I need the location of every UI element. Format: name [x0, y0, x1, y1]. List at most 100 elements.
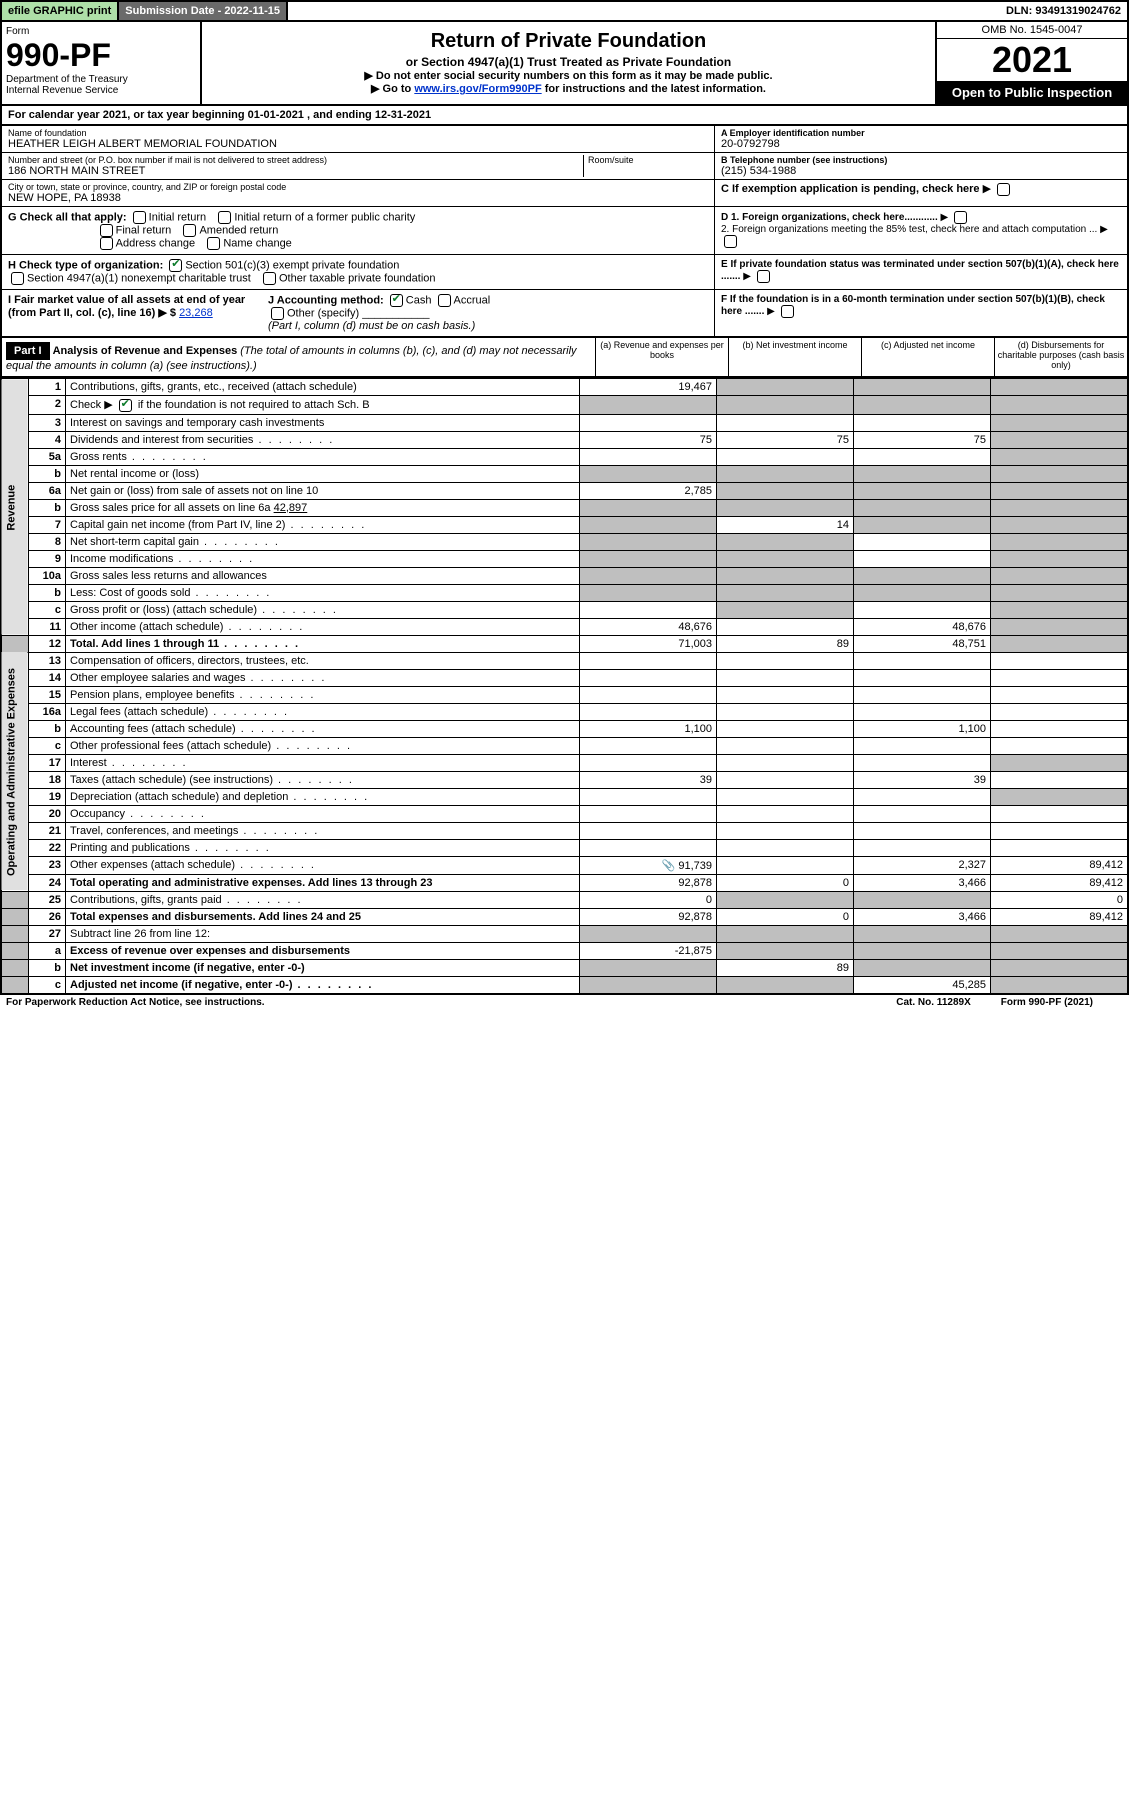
line-16b-desc: Accounting fees (attach schedule): [66, 720, 580, 737]
j-other-checkbox[interactable]: [271, 307, 284, 320]
form-ref: Form 990-PF (2021): [1001, 997, 1093, 1008]
j-accrual-checkbox[interactable]: [438, 294, 451, 307]
line-16c-desc: Other professional fees (attach schedule…: [66, 737, 580, 754]
addr-label: Number and street (or P.O. box number if…: [8, 155, 583, 165]
g-former-checkbox[interactable]: [218, 211, 231, 224]
line-10c-desc: Gross profit or (loss) (attach schedule): [66, 601, 580, 618]
line-6a-desc: Net gain or (loss) from sale of assets n…: [66, 482, 580, 499]
line-1-desc: Contributions, gifts, grants, etc., rece…: [66, 379, 580, 396]
attachment-icon[interactable]: 📎: [662, 860, 676, 872]
line-20-desc: Occupancy: [66, 805, 580, 822]
calendar-year-line: For calendar year 2021, or tax year begi…: [0, 106, 1129, 126]
line-27b-desc: Net investment income (if negative, ente…: [66, 959, 580, 976]
city-state-zip: NEW HOPE, PA 18938: [8, 192, 708, 204]
line-25-desc: Contributions, gifts, grants paid: [66, 891, 580, 908]
name-label: Name of foundation: [8, 128, 708, 138]
efile-print-button[interactable]: efile GRAPHIC print: [2, 2, 119, 20]
line-13-desc: Compensation of officers, directors, tru…: [66, 652, 580, 669]
line-4-desc: Dividends and interest from securities: [66, 431, 580, 448]
line-24-desc: Total operating and administrative expen…: [66, 874, 580, 891]
line-27-desc: Subtract line 26 from line 12:: [66, 925, 580, 942]
e-label: E If private foundation status was termi…: [721, 259, 1119, 282]
line-9-desc: Income modifications: [66, 550, 580, 567]
g-check-block: G Check all that apply: Initial return I…: [2, 207, 715, 254]
col-b-header: (b) Net investment income: [728, 338, 861, 376]
line-26-desc: Total expenses and disbursements. Add li…: [66, 908, 580, 925]
h-4947-checkbox[interactable]: [11, 272, 24, 285]
form-word: Form: [6, 26, 196, 37]
d1-checkbox[interactable]: [954, 211, 967, 224]
open-public: Open to Public Inspection: [937, 81, 1127, 104]
e-checkbox[interactable]: [757, 270, 770, 283]
dept-treasury: Department of the Treasury: [6, 74, 196, 85]
line-17-desc: Interest: [66, 754, 580, 771]
ein-value: 20-0792798: [721, 138, 1121, 150]
form-title: Return of Private Foundation: [208, 30, 929, 53]
form-number: 990-PF: [6, 37, 196, 74]
omb-number: OMB No. 1545-0047: [937, 22, 1127, 39]
foundation-name: HEATHER LEIGH ALBERT MEMORIAL FOUNDATION: [8, 138, 708, 150]
room-label: Room/suite: [588, 155, 708, 165]
opexp-sidebar: Operating and Administrative Expenses: [1, 652, 29, 891]
g-initial-checkbox[interactable]: [133, 211, 146, 224]
form-subtitle: or Section 4947(a)(1) Trust Treated as P…: [208, 55, 929, 69]
line-19-desc: Depreciation (attach schedule) and deple…: [66, 788, 580, 805]
j-cash-checkbox[interactable]: [390, 294, 403, 307]
line-16a-desc: Legal fees (attach schedule): [66, 703, 580, 720]
j-note: (Part I, column (d) must be on cash basi…: [268, 320, 475, 332]
city-label: City or town, state or province, country…: [8, 182, 708, 192]
line-2-checkbox[interactable]: [119, 399, 132, 412]
page-footer: For Paperwork Reduction Act Notice, see …: [0, 995, 1129, 1010]
submission-date: Submission Date - 2022-11-15: [119, 2, 288, 20]
part-i-title: Analysis of Revenue and Expenses: [53, 345, 238, 357]
g-final-checkbox[interactable]: [100, 224, 113, 237]
g-amended-checkbox[interactable]: [183, 224, 196, 237]
telephone: (215) 534-1988: [721, 165, 1121, 177]
top-bar: efile GRAPHIC print Submission Date - 20…: [0, 0, 1129, 22]
ein-label: A Employer identification number: [721, 128, 1121, 138]
f-label: F If the foundation is in a 60-month ter…: [721, 294, 1105, 317]
street-address: 186 NORTH MAIN STREET: [8, 165, 583, 177]
line-3-desc: Interest on savings and temporary cash i…: [66, 414, 580, 431]
line-2-desc: Check ▶ if the foundation is not require…: [66, 396, 580, 415]
line-10b-desc: Less: Cost of goods sold: [66, 584, 580, 601]
tax-year: 2021: [937, 39, 1127, 81]
line-12-desc: Total. Add lines 1 through 11: [66, 635, 580, 652]
line-21-desc: Travel, conferences, and meetings: [66, 822, 580, 839]
part-i-table: Revenue 1 Contributions, gifts, grants, …: [0, 378, 1129, 995]
d1-label: D 1. Foreign organizations, check here..…: [721, 212, 938, 223]
line-22-desc: Printing and publications: [66, 839, 580, 856]
f-checkbox[interactable]: [781, 305, 794, 318]
j-label: J Accounting method:: [268, 294, 384, 306]
line-18-desc: Taxes (attach schedule) (see instruction…: [66, 771, 580, 788]
tel-label: B Telephone number (see instructions): [721, 155, 1121, 165]
d2-checkbox[interactable]: [724, 235, 737, 248]
line-1-a: 19,467: [580, 379, 717, 396]
revenue-sidebar: Revenue: [1, 379, 29, 636]
line-10a-desc: Gross sales less returns and allowances: [66, 567, 580, 584]
h-501c3-checkbox[interactable]: [169, 259, 182, 272]
h-other-checkbox[interactable]: [263, 272, 276, 285]
paperwork-notice: For Paperwork Reduction Act Notice, see …: [6, 997, 866, 1008]
c-checkbox[interactable]: [997, 183, 1010, 196]
i-fmv-value[interactable]: 23,268: [179, 307, 213, 319]
cat-no: Cat. No. 11289X: [896, 997, 970, 1008]
g-name-checkbox[interactable]: [207, 237, 220, 250]
form-header: Form 990-PF Department of the Treasury I…: [0, 22, 1129, 106]
d2-label: 2. Foreign organizations meeting the 85%…: [721, 224, 1097, 235]
line-6b-desc: Gross sales price for all assets on line…: [66, 499, 580, 516]
col-d-header: (d) Disbursements for charitable purpose…: [994, 338, 1127, 376]
line-23-a: 📎 91,739: [580, 856, 717, 874]
dln-number: DLN: 93491319024762: [1000, 2, 1127, 20]
g-address-checkbox[interactable]: [100, 237, 113, 250]
col-a-header: (a) Revenue and expenses per books: [595, 338, 728, 376]
line-11-desc: Other income (attach schedule): [66, 618, 580, 635]
ssn-note: ▶ Do not enter social security numbers o…: [208, 69, 929, 82]
irs-label: Internal Revenue Service: [6, 85, 196, 96]
irs-link[interactable]: www.irs.gov/Form990PF: [414, 83, 541, 95]
line-14-desc: Other employee salaries and wages: [66, 669, 580, 686]
line-15-desc: Pension plans, employee benefits: [66, 686, 580, 703]
goto-note: ▶ Go to www.irs.gov/Form990PF for instru…: [208, 82, 929, 95]
line-5a-desc: Gross rents: [66, 448, 580, 465]
line-23-desc: Other expenses (attach schedule): [66, 856, 580, 874]
